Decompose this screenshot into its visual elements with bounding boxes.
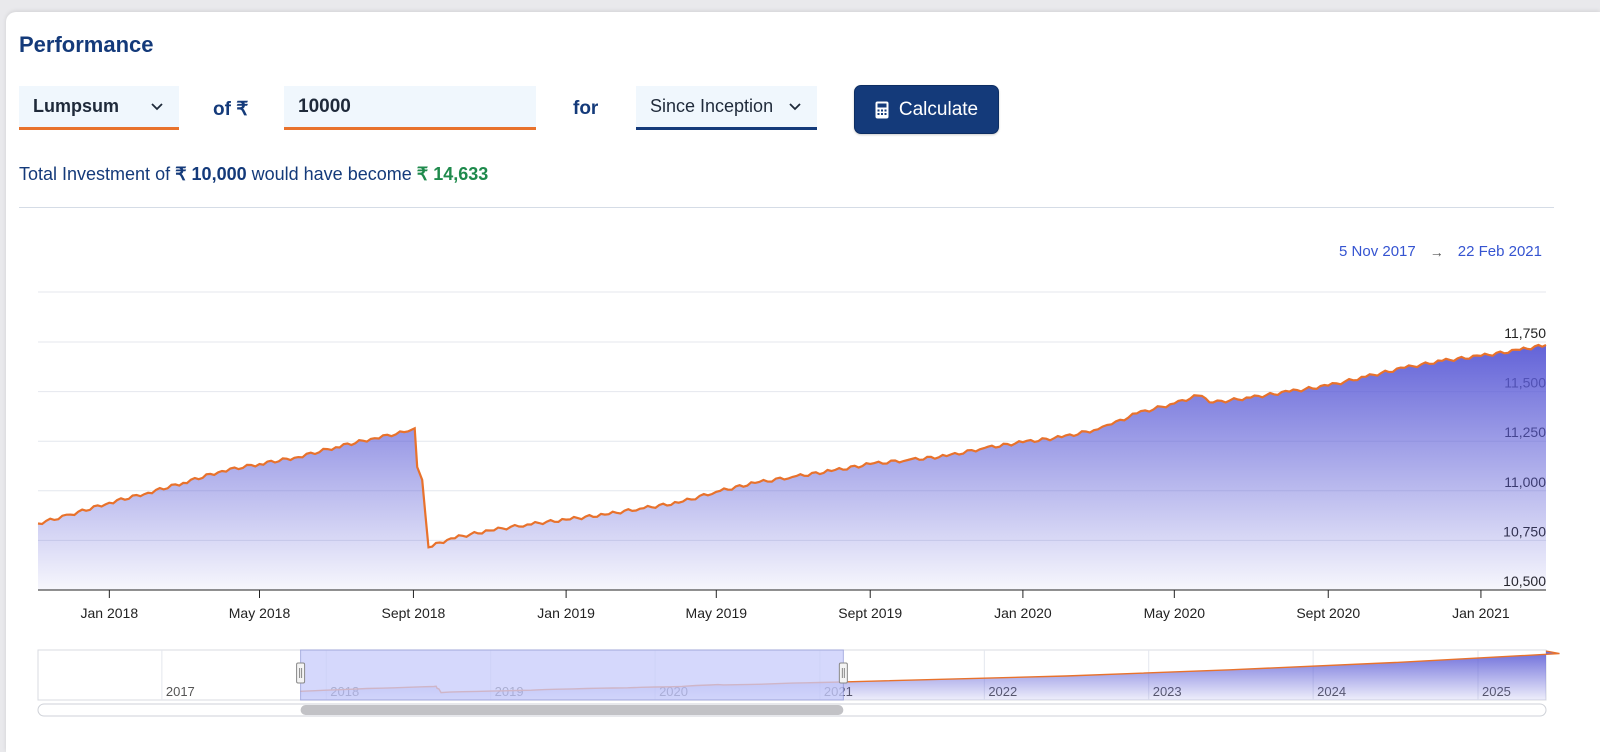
investment-summary: Total Investment of ₹ 10,000 would have …	[19, 164, 488, 185]
chevron-down-icon	[151, 102, 163, 110]
navigator-left-handle[interactable]	[296, 662, 306, 684]
y-tick-label: 11,750	[1504, 325, 1546, 341]
x-tick-label: Jan 2021	[1452, 605, 1510, 621]
period-dropdown[interactable]: Since Inception	[636, 86, 817, 130]
x-tick-label: May 2018	[229, 605, 291, 621]
x-tick-label: Jan 2018	[81, 605, 139, 621]
section-divider	[19, 207, 1554, 208]
date-range-display: 5 Nov 2017 → 22 Feb 2021	[1339, 243, 1542, 260]
navigator-scrollbar-thumb[interactable]	[300, 705, 844, 715]
series-area	[38, 345, 1546, 590]
summary-middle: would have become	[251, 164, 412, 184]
period-value: Since Inception	[650, 96, 774, 116]
page-title: Performance	[19, 32, 154, 57]
for-label: for	[573, 98, 599, 119]
main-plot-area[interactable]: 10,50010,75011,00011,25011,50011,750Jan …	[37, 291, 1547, 621]
investment-mode-value: Lumpsum	[33, 96, 120, 116]
navigator-year-label: 2017	[166, 684, 195, 699]
result-amount: ₹ 14,633	[416, 164, 489, 184]
calculate-label: Calculate	[898, 98, 979, 120]
x-tick-label: Sept 2020	[1296, 605, 1360, 621]
navigator-right-handle[interactable]	[838, 662, 848, 684]
investment-mode-dropdown[interactable]: Lumpsum	[19, 86, 179, 130]
x-tick-label: Jan 2019	[537, 605, 595, 621]
x-tick-label: Sept 2018	[382, 605, 446, 621]
performance-card	[6, 12, 1600, 752]
calculator-icon	[875, 101, 889, 118]
x-tick-label: May 2020	[1144, 605, 1206, 621]
series-line[interactable]	[37, 343, 1547, 549]
calculate-button[interactable]: Calculate	[854, 85, 999, 134]
arrow-right-icon: →	[1429, 243, 1444, 260]
of-rupee-label: of ₹	[213, 99, 249, 120]
navigator-selection[interactable]	[300, 649, 844, 701]
chevron-down-icon	[789, 102, 801, 110]
investment-amount: ₹ 10,000	[175, 164, 247, 184]
x-tick-label: Sept 2019	[838, 605, 902, 621]
range-from-date[interactable]: 5 Nov 2017	[1339, 243, 1416, 260]
navigator-area	[300, 651, 1560, 700]
summary-prefix: Total Investment of	[19, 164, 171, 184]
range-to-date[interactable]: 22 Feb 2021	[1457, 243, 1542, 260]
x-tick-label: Jan 2020	[994, 605, 1052, 621]
x-tick-label: May 2019	[686, 605, 748, 621]
navigator[interactable]: 201720182019202020212022202320242025	[37, 649, 1560, 717]
amount-input[interactable]	[284, 86, 536, 130]
